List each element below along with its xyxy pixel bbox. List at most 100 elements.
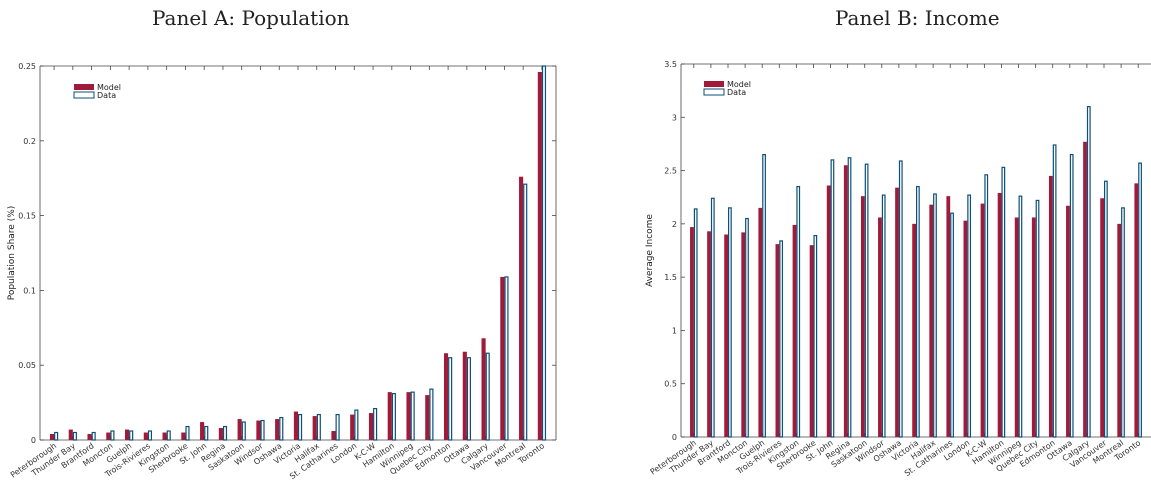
- bar-model-quebec-city: [1031, 217, 1036, 437]
- panel-a-title: Panel A: Population: [152, 6, 350, 30]
- bar-data-trois-rivieres: [147, 430, 153, 441]
- legend-swatch-model: [704, 81, 724, 87]
- bar-model-montreal: [1117, 223, 1122, 437]
- bar-model-brantford: [87, 434, 92, 440]
- bar-model-sherbrooke: [181, 432, 186, 440]
- bar-model-calgary: [481, 338, 486, 440]
- bar-data-st-john: [830, 159, 835, 438]
- legend-swatch-model: [74, 84, 94, 90]
- bar-model-kingston: [162, 432, 167, 440]
- bar-model-trois-rivieres: [143, 432, 148, 440]
- bar-data-windsor: [260, 419, 265, 441]
- bar-data-quebec-city: [1035, 199, 1040, 438]
- y-tick-label: 0.05: [18, 361, 36, 370]
- bar-data-st-catharines: [950, 212, 954, 438]
- bar-model-moncton: [106, 432, 111, 440]
- bar-model-oshawa: [895, 187, 899, 437]
- bar-model-brantford: [724, 234, 728, 437]
- bar-model-regina: [843, 165, 848, 437]
- bar-data-brantford: [91, 431, 96, 441]
- y-tick-label: 1: [672, 326, 677, 335]
- y-tick-label: 0.25: [18, 62, 36, 71]
- bar-data-winnipeg: [410, 391, 415, 441]
- bar-model-winnipeg: [1014, 217, 1019, 437]
- bar-data-winnipeg: [1018, 195, 1023, 438]
- bar-model-thunder-bay: [68, 429, 73, 440]
- y-tick-label: 2.5: [664, 167, 677, 176]
- bar-model-victoria: [912, 223, 916, 437]
- bar-data-thunder-bay: [72, 431, 77, 441]
- bar-model-kingston: [792, 224, 797, 437]
- bar-model-saskatoon: [860, 196, 865, 437]
- bar-data-guelph: [129, 430, 134, 441]
- bar-data-peterborough: [693, 208, 698, 438]
- legend-swatch-data: [73, 91, 95, 99]
- bar-model-victoria: [293, 411, 298, 440]
- bar-data-edmonton: [448, 357, 453, 441]
- bar-model-k-c-w: [980, 203, 985, 437]
- y-tick-label: 0: [672, 433, 677, 442]
- bar-model-edmonton: [443, 353, 449, 440]
- bar-model-halifax: [929, 204, 934, 437]
- bar-data-guelph: [762, 153, 766, 438]
- bar-data-oshawa: [898, 160, 903, 438]
- y-tick-label: 0.15: [18, 212, 36, 221]
- bar-data-halifax: [933, 193, 937, 438]
- y-axis-label: Average Income: [645, 214, 655, 287]
- panel-b-title: Panel B: Income: [835, 6, 1000, 30]
- bar-model-windsor: [256, 420, 261, 440]
- bar-data-victoria: [915, 185, 920, 438]
- bar-data-vancouver: [1103, 180, 1108, 438]
- bar-model-winnipeg: [406, 392, 411, 440]
- bar-data-calgary: [485, 352, 490, 441]
- bar-data-sherbrooke: [185, 425, 190, 441]
- bar-data-k-c-w: [373, 407, 378, 441]
- bar-model-regina: [218, 428, 223, 440]
- bar-data-trois-rivieres: [779, 240, 784, 438]
- bar-model-hamilton: [387, 392, 392, 440]
- y-tick-label: 0.1: [23, 286, 36, 295]
- bar-data-quebec-city: [429, 388, 434, 441]
- bar-data-halifax: [316, 413, 321, 441]
- bar-data-st-john: [204, 425, 209, 441]
- legend-label-model: Model: [727, 80, 751, 89]
- legend-label-data: Data: [727, 88, 746, 97]
- bar-model-quebec-city: [425, 395, 430, 440]
- bar-model-edmonton: [1048, 175, 1053, 437]
- bar-data-regina: [222, 425, 228, 441]
- y-tick-label: 1.5: [664, 273, 677, 282]
- bar-data-moncton: [110, 430, 115, 441]
- bar-model-halifax: [312, 416, 317, 440]
- y-tick-label: 2: [672, 220, 677, 229]
- bar-data-thunder-bay: [710, 197, 715, 438]
- bar-model-windsor: [878, 217, 882, 437]
- bar-model-ottawa: [1066, 205, 1070, 437]
- bar-model-thunder-bay: [707, 231, 711, 437]
- bar-data-windsor: [881, 194, 886, 438]
- bar-model-moncton: [741, 232, 746, 437]
- bar-data-ottawa: [1069, 153, 1074, 438]
- y-tick-label: 0.5: [664, 380, 677, 389]
- bar-data-sherbrooke: [813, 234, 818, 438]
- bar-data-victoria: [298, 413, 303, 441]
- y-tick-label: 0.2: [23, 137, 36, 146]
- bar-data-peterborough: [54, 431, 59, 441]
- bar-data-london: [967, 194, 972, 438]
- bar-model-hamilton: [997, 192, 1002, 437]
- bar-data-k-c-w: [984, 174, 989, 438]
- bar-model-ottawa: [462, 351, 467, 440]
- bar-model-sherbrooke: [809, 245, 814, 437]
- bar-model-st-catharines: [331, 431, 336, 440]
- bar-data-hamilton: [1001, 166, 1006, 438]
- bar-data-oshawa: [279, 416, 284, 441]
- bar-model-guelph: [758, 207, 763, 437]
- bar-data-ottawa: [466, 357, 472, 441]
- bar-model-toronto: [537, 71, 542, 440]
- bar-data-regina: [847, 157, 852, 438]
- bar-model-london: [963, 220, 968, 437]
- bar-data-vancouver: [504, 276, 509, 441]
- bar-model-vancouver: [1100, 198, 1104, 437]
